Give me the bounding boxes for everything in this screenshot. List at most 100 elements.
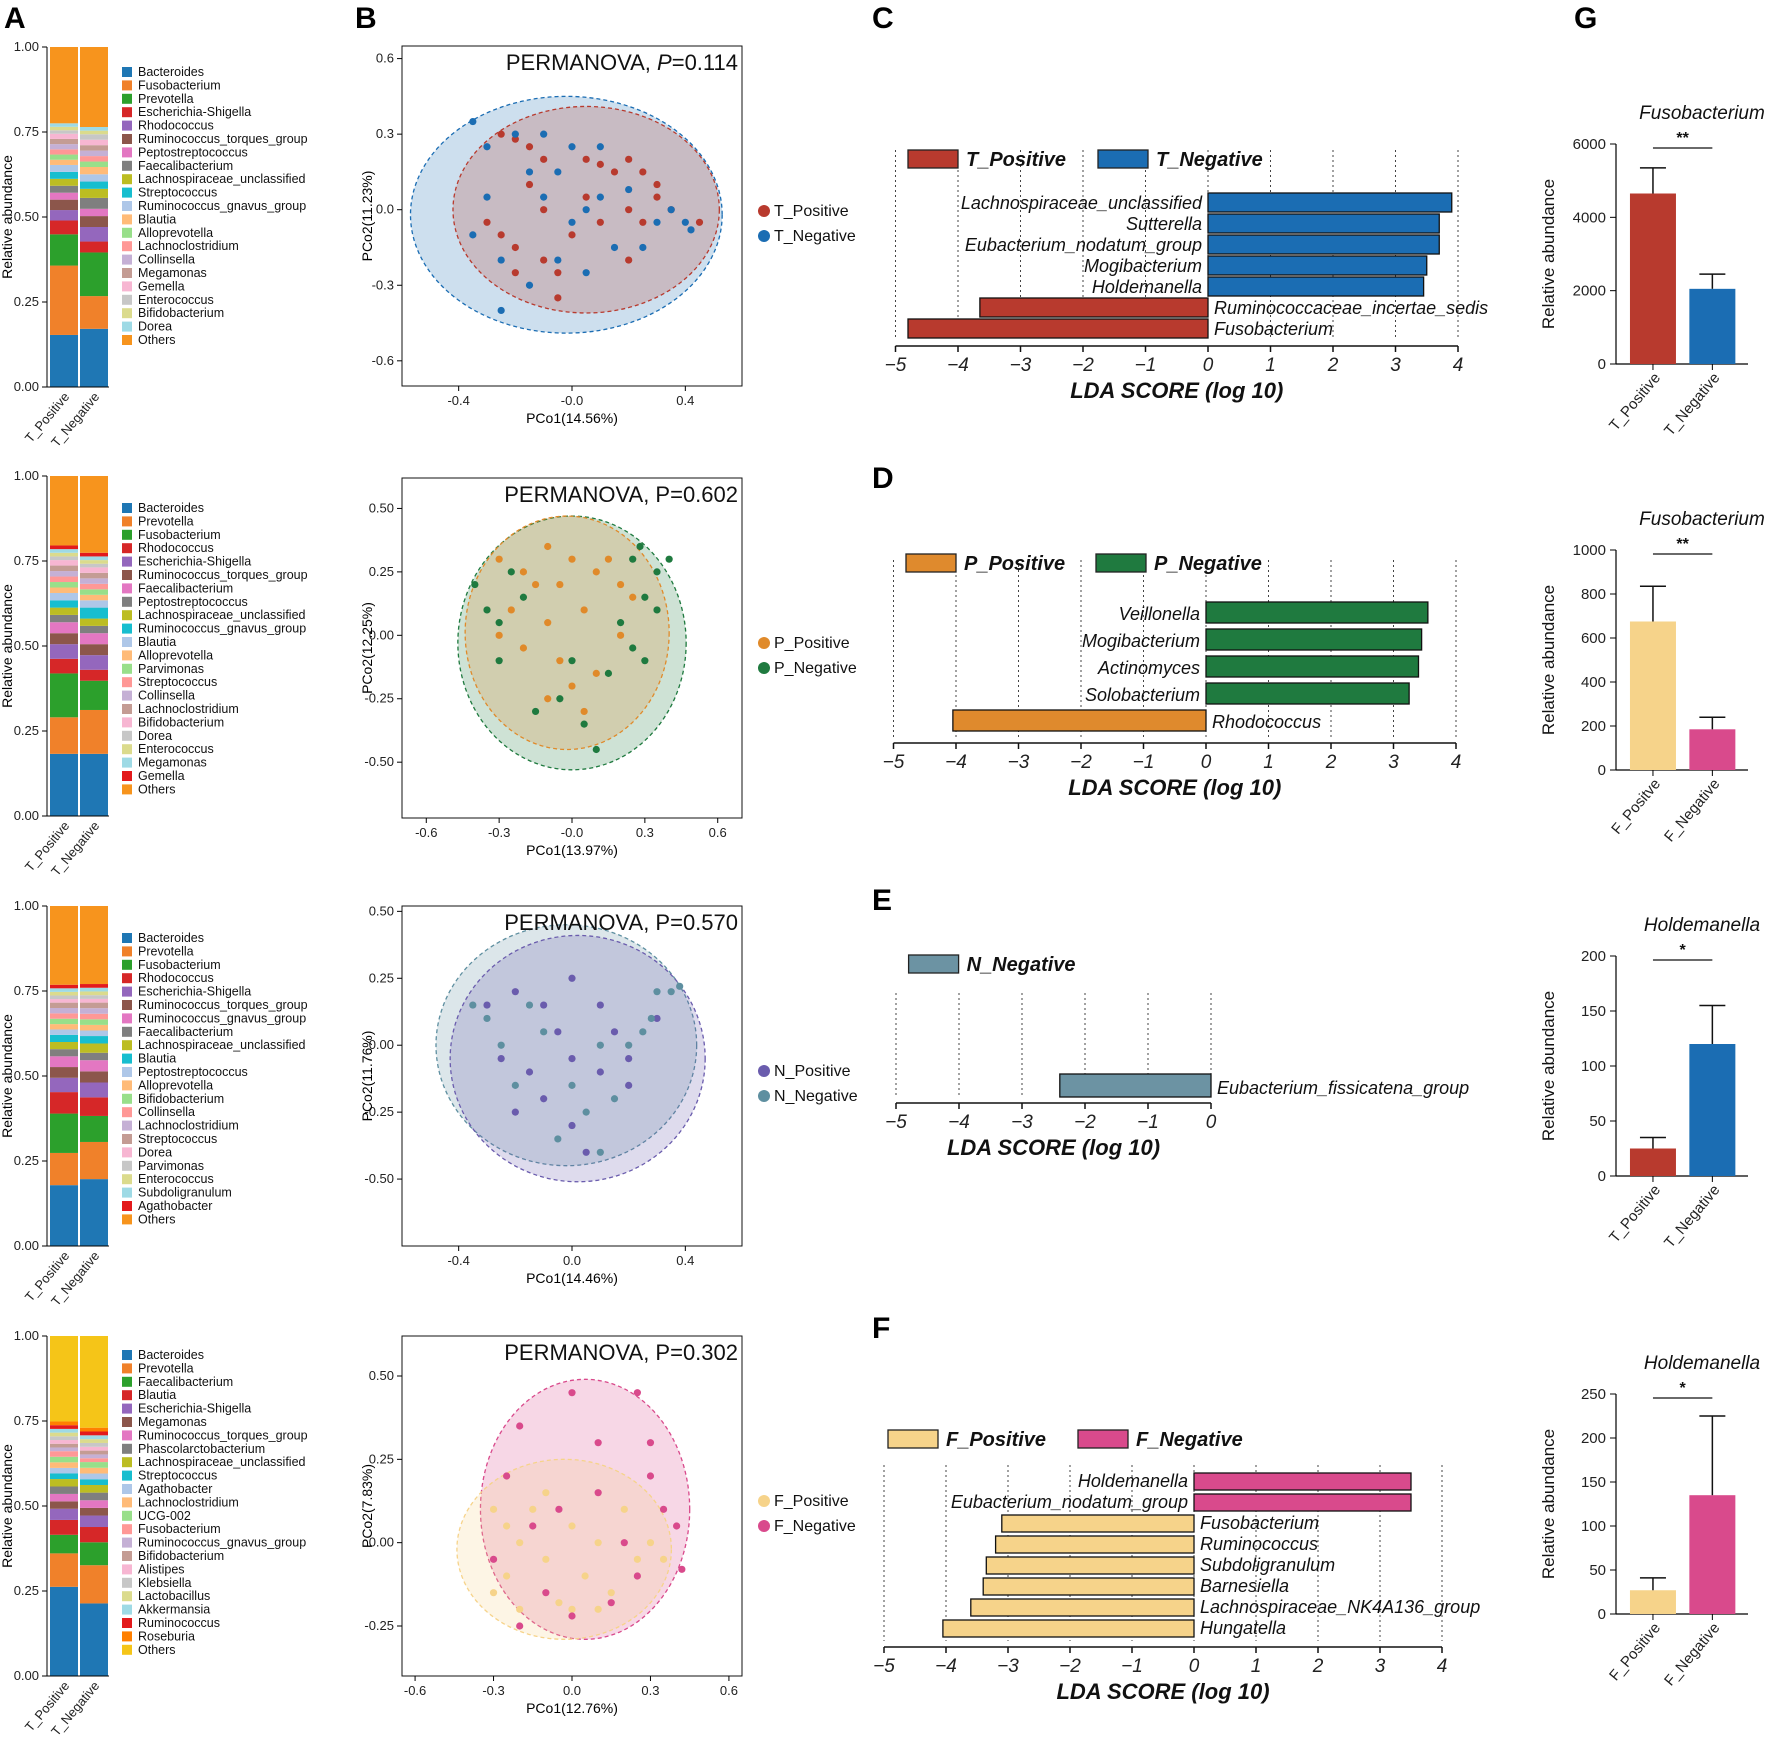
stack-segment (50, 1029, 78, 1035)
x-tick-label: -0.6 (404, 1683, 426, 1698)
stack-segment (80, 984, 108, 988)
sample-point (568, 657, 576, 665)
stack-segment (50, 192, 78, 200)
sample-point (497, 130, 505, 138)
stack-segment (50, 154, 78, 160)
x-tick-label: -0.0 (561, 825, 583, 840)
sample-point (540, 193, 548, 201)
legend-label: Prevotella (138, 92, 194, 106)
sample-point (542, 1589, 550, 1597)
sample-point (525, 168, 534, 176)
stack-segment (80, 680, 108, 710)
legend-label: Bacteroides (138, 65, 204, 79)
legend-swatch (122, 1160, 132, 1171)
stack-segment (50, 545, 78, 550)
y-axis-title: PCo2(12.25%) (359, 602, 375, 694)
sample-point (647, 1014, 655, 1023)
x-tick-label: -0.3 (482, 1683, 504, 1698)
stack-segment (50, 1436, 78, 1441)
sample-point (659, 1505, 668, 1513)
stack-segment (50, 178, 78, 186)
sample-point (633, 1389, 641, 1397)
sample-point (471, 580, 479, 589)
stack-segment (50, 673, 78, 718)
legend-label: UCG-002 (138, 1509, 191, 1523)
stack-segment (80, 998, 108, 1003)
legend-swatch (122, 1510, 132, 1521)
x-axis-title: LDA SCORE (log 10) (1056, 1679, 1269, 1704)
legend-swatch (907, 954, 960, 974)
sample-point (610, 1028, 619, 1036)
stack-segment (50, 556, 78, 561)
legend-label: Others (138, 782, 176, 796)
legend-swatch (122, 1174, 132, 1185)
legend-label: Dorea (138, 729, 172, 743)
legend-swatch (122, 570, 132, 580)
x-tick-label: 3 (1390, 355, 1401, 376)
sample-point (544, 542, 552, 551)
y-tick-label: 0.25 (369, 1451, 394, 1466)
stack-segment (50, 1586, 78, 1676)
legend-label: Streptococcus (138, 186, 217, 200)
sample-point (568, 231, 576, 239)
y-tick-label: 0.00 (14, 1668, 39, 1683)
x-tick-label: 2 (1312, 1656, 1324, 1677)
stack-segment (80, 1473, 108, 1480)
y-tick-label: 0.00 (14, 808, 39, 823)
stack-segment (80, 1603, 108, 1676)
legend-swatch (122, 67, 132, 77)
legend-label: Ruminococcus_gnavus_group (138, 199, 306, 213)
stack-segment (50, 1152, 78, 1186)
lda-bar (1205, 682, 1410, 705)
stack-segment (50, 1056, 78, 1068)
stack-segment (80, 476, 108, 553)
legend-label: Megamonas (138, 266, 207, 280)
stack-segment (50, 984, 78, 989)
legend-label: Subdoligranulum (138, 1186, 232, 1200)
y-tick-label: 0.75 (14, 1413, 39, 1428)
stack-segment (80, 1071, 108, 1083)
sample-point (653, 193, 661, 201)
stack-segment (80, 669, 108, 681)
y-tick-label: 1.00 (14, 898, 39, 913)
stack-segment (50, 587, 78, 593)
stack-segment (80, 578, 108, 584)
stack-segment (80, 1336, 108, 1428)
sample-point (581, 1572, 589, 1580)
sample-point (592, 669, 600, 677)
stack-segment (80, 47, 108, 127)
sample-point (582, 155, 590, 163)
stack-segment (80, 1097, 108, 1116)
sample-point (483, 218, 491, 226)
legend-swatch (122, 1631, 132, 1642)
stack-segment (80, 1427, 108, 1432)
stack-segment (80, 296, 108, 329)
stack-segment (80, 167, 108, 175)
permanova-title: PERMANOVA, P=0.570 (504, 910, 738, 935)
sample-point (653, 1014, 661, 1023)
taxon-label: Lachnospiraceae_unclassified (961, 193, 1203, 213)
y-tick-label: 0.00 (14, 1238, 39, 1253)
sample-point (544, 695, 552, 703)
lda-bar (985, 1556, 1195, 1575)
x-axis-title: LDA SCORE (log 10) (947, 1135, 1160, 1160)
lda-bar (1207, 276, 1425, 297)
stack-segment (80, 1507, 108, 1516)
y-axis-title: Relative abundance (0, 584, 15, 708)
x-tick-label: 0 (1206, 1112, 1217, 1133)
legend-label: Bifidobacterium (138, 306, 224, 320)
legend-label: Streptococcus (138, 1469, 217, 1483)
y-tick-label: 50 (1589, 1562, 1606, 1579)
sample-point (489, 1589, 498, 1597)
legend-swatch (122, 650, 132, 661)
legend-label: Lachnoclostridium (138, 1495, 239, 1509)
legend-label: Alloprevotella (138, 1078, 213, 1092)
taxon-label: Mogibacterium (1084, 256, 1202, 276)
legend-label: Bifidobacterium (138, 1549, 224, 1563)
stack-segment (50, 210, 78, 221)
stack-segment (50, 1092, 78, 1114)
sample-point (646, 1472, 655, 1480)
sample-point (607, 1599, 615, 1607)
y-tick-label: 800 (1581, 586, 1606, 603)
